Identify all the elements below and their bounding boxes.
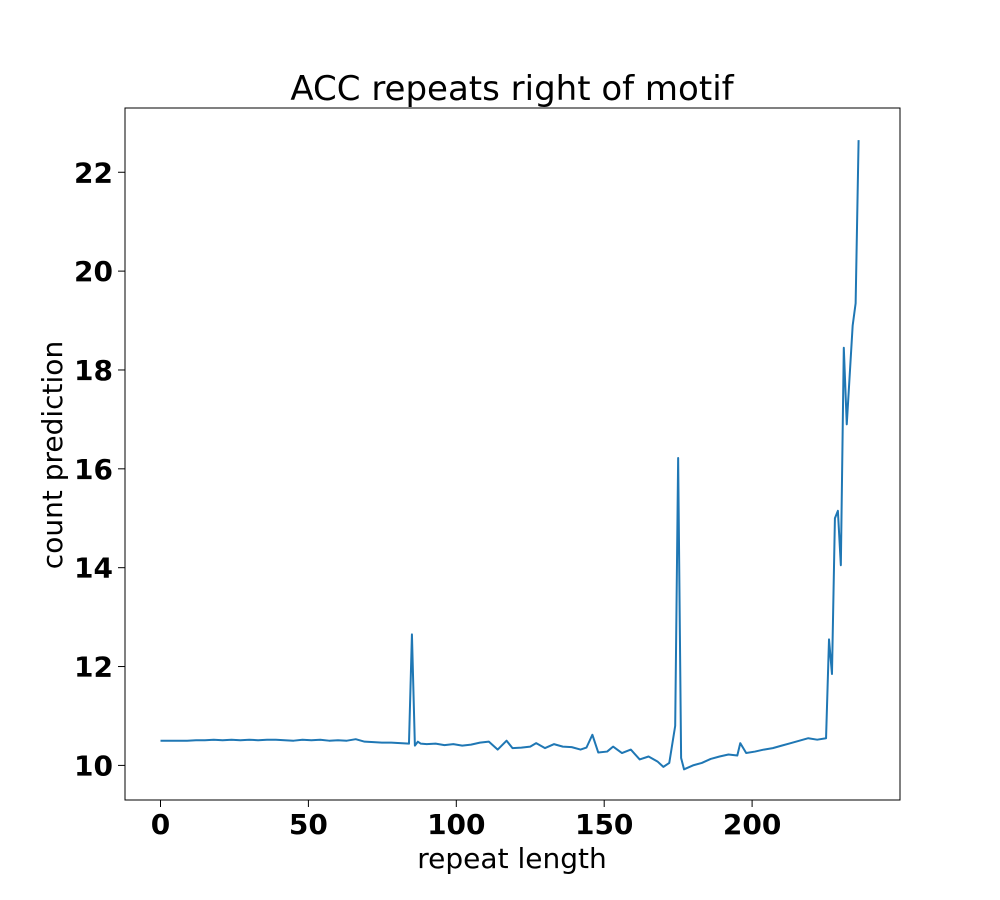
y-axis-label: count prediction: [36, 341, 69, 569]
y-tick-label: 10: [74, 749, 113, 782]
x-axis-ticks: 0 50 100 150 200: [151, 800, 781, 841]
plot-area: [160, 140, 860, 771]
y-axis-ticks: 10 12 14 16 18 20 22: [74, 156, 125, 782]
y-tick-label: 22: [74, 156, 113, 189]
x-tick-label: 100: [427, 808, 485, 841]
series-line: [160, 140, 860, 771]
x-tick-label: 0: [151, 808, 170, 841]
y-tick-label: 16: [74, 453, 113, 486]
y-tick-label: 12: [74, 651, 113, 684]
y-tick-label: 14: [74, 552, 113, 585]
x-axis-label: repeat length: [417, 842, 606, 875]
chart-title: ACC repeats right of motif: [290, 69, 734, 109]
plot-frame: [124, 107, 901, 801]
y-tick-label: 20: [74, 255, 113, 288]
x-tick-label: 50: [289, 808, 328, 841]
x-tick-label: 150: [575, 808, 633, 841]
y-tick-label: 18: [74, 354, 113, 387]
x-tick-label: 200: [723, 808, 781, 841]
